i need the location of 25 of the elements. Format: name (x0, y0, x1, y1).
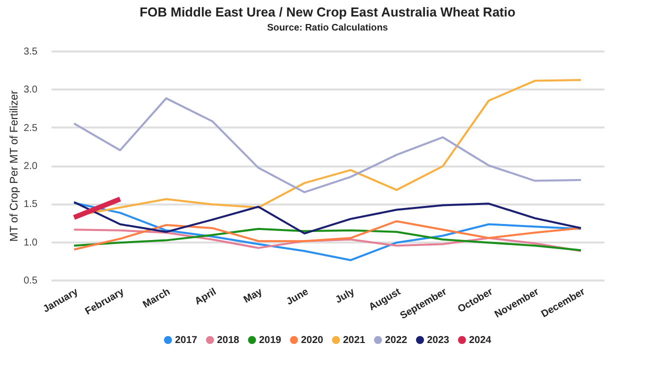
line-series (73, 202, 582, 262)
chart-subtitle: Source: Ratio Calculations (267, 22, 388, 34)
legend-label: 2024 (469, 335, 492, 346)
line-series (73, 201, 582, 234)
legend-label: 2023 (427, 335, 450, 346)
y-tick-label: 0.5 (24, 276, 38, 286)
chart-title: FOB Middle East Urea / New Crop East Australia Wheat Ratio (140, 4, 516, 20)
y-tick-label: 1.0 (24, 237, 38, 248)
x-tick-label: July (334, 286, 357, 306)
y-tick-label: 1.5 (24, 199, 38, 210)
legend-label: 2019 (259, 335, 282, 346)
line-series (73, 97, 582, 194)
legend-label: 2021 (343, 335, 366, 346)
y-tick-label: 2.5 (24, 122, 38, 134)
y-tick-label: 3.0 (24, 84, 38, 96)
y-tick-label: 2.0 (24, 161, 38, 172)
x-tick-label: May (242, 286, 265, 306)
y-tick-label: 3.5 (24, 46, 38, 58)
legend-label: 2017 (175, 335, 198, 346)
legend-label: 2020 (301, 335, 324, 346)
x-tick-label: June (284, 286, 311, 308)
legend-label: 2018 (217, 335, 240, 346)
legend-label: 2022 (385, 335, 408, 346)
y-axis-title: MT of Crop Per MT of Fertilizer (8, 90, 21, 242)
line-series (73, 220, 582, 250)
